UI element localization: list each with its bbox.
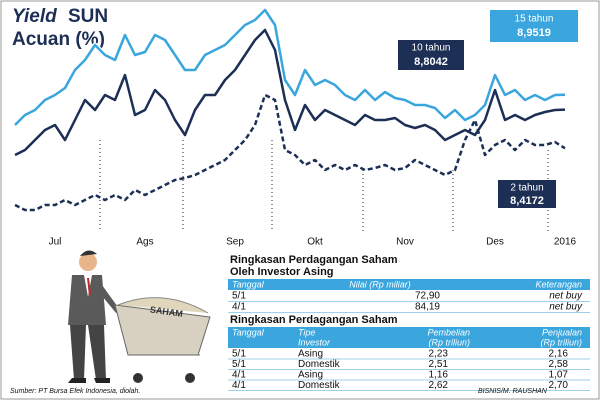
credit: BISNIS/M. RAUSHAN <box>478 388 548 395</box>
title: Acuan (%) <box>12 29 105 50</box>
end-label: 8,8042 <box>414 56 448 68</box>
line <box>14 28 566 157</box>
cart-label: SAHAM <box>149 304 183 318</box>
x-tick-label: Okt <box>307 237 323 248</box>
table-cell: 4/1 <box>232 302 246 313</box>
title-italic: Yield <box>12 6 57 27</box>
x-tick-label: Nov <box>396 237 414 248</box>
table-cell: 2,16 <box>549 349 569 360</box>
label-box <box>490 10 578 42</box>
table-header: Tipe <box>298 327 315 337</box>
table-cell: 1,16 <box>429 370 449 381</box>
x-tick-label: 2016 <box>554 237 577 248</box>
table-header: (Rp triliun) <box>540 337 582 347</box>
label-box <box>498 180 556 208</box>
table-header: Nilai (Rp miliar) <box>349 279 411 289</box>
table-cell: 4/1 <box>232 370 246 381</box>
source: Sumber: PT Bursa Efek Indonesia, diolah. <box>10 388 140 395</box>
title: SUN <box>68 6 108 27</box>
end-label: 8,9519 <box>517 27 551 39</box>
table-cell: 2,70 <box>549 380 569 391</box>
table-cell: net buy <box>549 302 583 313</box>
table-cell: 2,23 <box>429 349 449 360</box>
table-cell: 1,07 <box>549 370 569 381</box>
table-cell: 2,62 <box>429 380 449 391</box>
table-cell: Domestik <box>298 359 341 370</box>
table-title: Ringkasan Perdagangan Saham <box>230 314 398 326</box>
table-cell: Asing <box>298 370 323 381</box>
x-tick-label: Ags <box>136 237 153 248</box>
chart: Yield SUN Acuan (%) 15 tahun 8,9519 10 t… <box>12 6 578 248</box>
table-header-bg <box>228 327 590 348</box>
table-header-bg <box>228 279 590 290</box>
table-header: Investor <box>298 337 331 347</box>
table-cell: Domestik <box>298 380 341 391</box>
table-cell: net buy <box>549 291 583 302</box>
table-header: (Rp triliun) <box>428 337 470 347</box>
table-header: Pembelian <box>427 327 470 337</box>
x-tick-label: Sep <box>226 237 244 248</box>
table-cell: Asing <box>298 349 323 360</box>
series-name: 2 tahun <box>510 183 543 194</box>
illustration: SAHAM <box>68 250 211 383</box>
table-header: Keterangan <box>535 279 582 289</box>
x-tick-label: Jul <box>49 237 62 248</box>
series-name: 15 tahun <box>515 14 554 25</box>
end-label: 8,4172 <box>510 195 544 207</box>
table-cell: 2,51 <box>429 359 449 370</box>
table-title: Oleh Investor Asing <box>230 266 334 278</box>
table-cell: 2,58 <box>549 359 569 370</box>
line <box>14 93 566 212</box>
table-cell: 5/1 <box>232 349 246 360</box>
table-header: Penjualan <box>542 327 582 337</box>
table-cell: 84,19 <box>415 302 440 313</box>
table-header: Tanggal <box>232 279 265 289</box>
table-title: Ringkasan Perdagangan Saham <box>230 254 398 266</box>
label-box <box>398 40 464 70</box>
series-name: 10 tahun <box>412 43 451 54</box>
table-cell: 4/1 <box>232 380 246 391</box>
table-cell: 5/1 <box>232 359 246 370</box>
table-cell: 72,90 <box>415 291 440 302</box>
x-tick-label: Des <box>486 237 504 248</box>
table-cell: 5/1 <box>232 291 246 302</box>
table-header: Tanggal <box>232 327 265 337</box>
line <box>14 8 566 126</box>
